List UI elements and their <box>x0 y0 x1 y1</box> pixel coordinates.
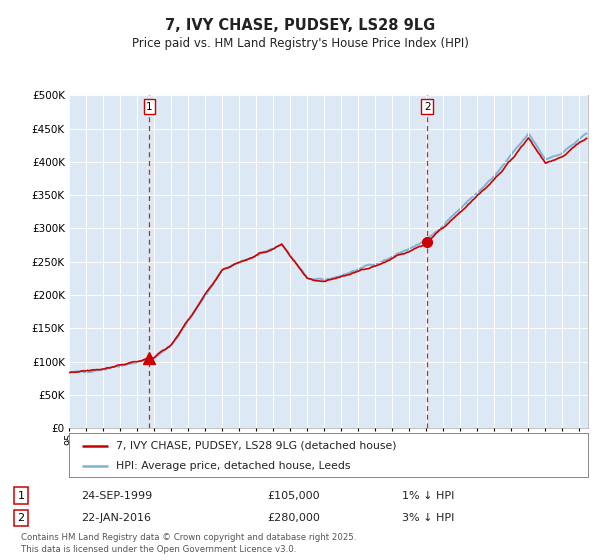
Text: Price paid vs. HM Land Registry's House Price Index (HPI): Price paid vs. HM Land Registry's House … <box>131 37 469 50</box>
Text: £105,000: £105,000 <box>267 491 320 501</box>
Text: 1: 1 <box>17 491 25 501</box>
Text: 2: 2 <box>17 513 25 523</box>
Text: 1: 1 <box>146 102 153 112</box>
Text: 7, IVY CHASE, PUDSEY, LS28 9LG: 7, IVY CHASE, PUDSEY, LS28 9LG <box>165 18 435 32</box>
Text: 24-SEP-1999: 24-SEP-1999 <box>81 491 152 501</box>
Text: HPI: Average price, detached house, Leeds: HPI: Average price, detached house, Leed… <box>116 461 350 471</box>
Text: 7, IVY CHASE, PUDSEY, LS28 9LG (detached house): 7, IVY CHASE, PUDSEY, LS28 9LG (detached… <box>116 441 396 451</box>
Text: 3% ↓ HPI: 3% ↓ HPI <box>402 513 454 523</box>
Text: 22-JAN-2016: 22-JAN-2016 <box>81 513 151 523</box>
Text: Contains HM Land Registry data © Crown copyright and database right 2025.
This d: Contains HM Land Registry data © Crown c… <box>21 533 356 554</box>
Text: 2: 2 <box>424 102 431 112</box>
Text: £280,000: £280,000 <box>267 513 320 523</box>
Text: 1% ↓ HPI: 1% ↓ HPI <box>402 491 454 501</box>
